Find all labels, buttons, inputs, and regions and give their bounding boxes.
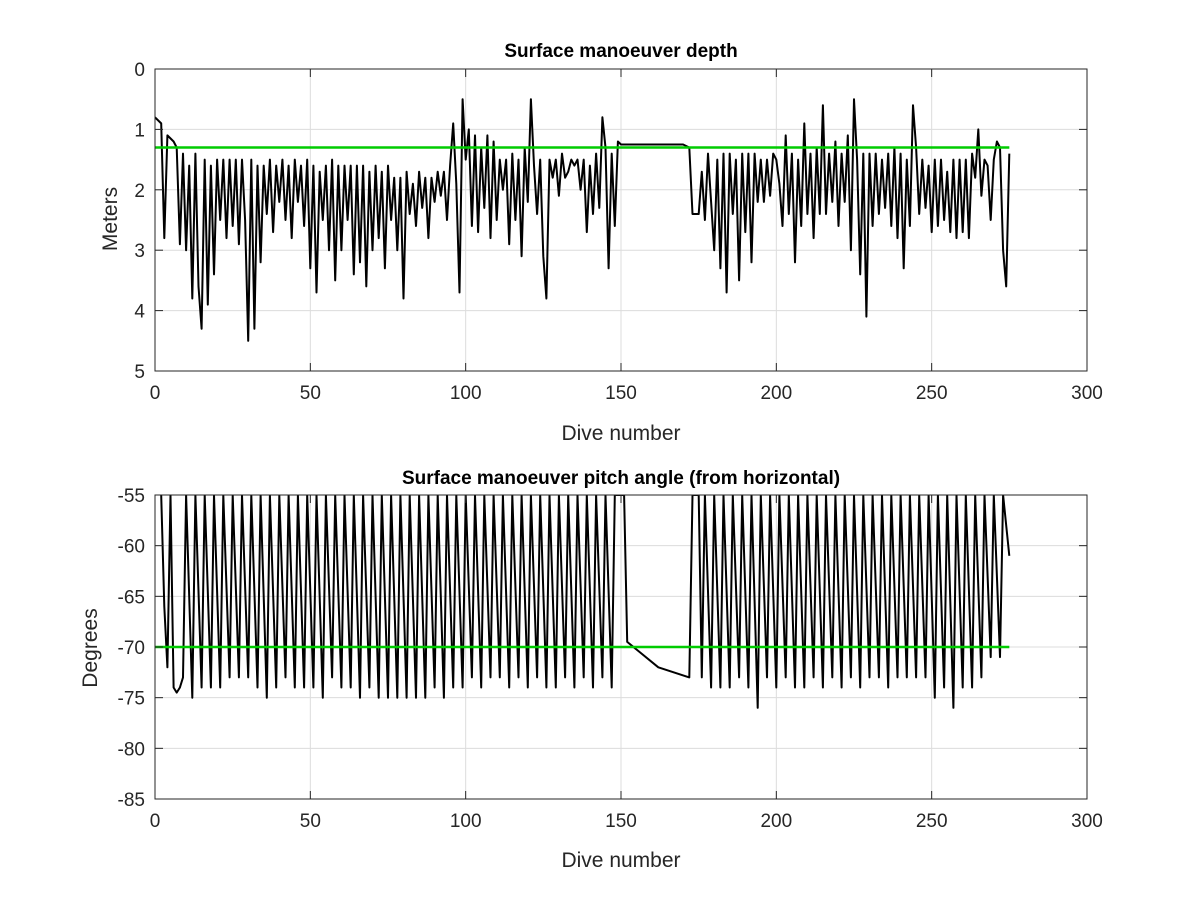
y-tick-label: -80 <box>118 739 145 760</box>
pitch-plot-ylabel: Degrees <box>79 608 102 687</box>
grid <box>154 68 1088 372</box>
x-tick-label: 100 <box>450 383 482 404</box>
x-tick-label: 300 <box>1071 811 1103 832</box>
x-tick-label: 50 <box>300 383 321 404</box>
data-series-line <box>160 495 1011 709</box>
y-tick-label: -75 <box>118 689 145 710</box>
pitch-plot: Surface manoeuver pitch angle (from hori… <box>79 468 1103 872</box>
y-tick-label: -60 <box>118 537 145 558</box>
x-tick-label: 0 <box>150 811 161 832</box>
y-tick-label: 0 <box>134 60 145 81</box>
y-tick-label: -70 <box>118 638 145 659</box>
depth-plot-ylabel: Meters <box>99 187 122 251</box>
x-tick-label: 50 <box>300 811 321 832</box>
x-tick-label: 200 <box>760 811 792 832</box>
x-tick-label: 300 <box>1071 383 1103 404</box>
x-tick-label: 100 <box>450 811 482 832</box>
y-tick-label: 2 <box>134 181 145 202</box>
y-tick-label: -65 <box>118 587 145 608</box>
x-tick-label: 0 <box>150 383 161 404</box>
depth-plot-title: Surface manoeuver depth <box>504 41 737 62</box>
y-tick-label: 1 <box>134 120 145 141</box>
pitch-plot-xlabel: Dive number <box>561 849 680 872</box>
x-tick-label: 250 <box>916 811 948 832</box>
depth-plot-xlabel: Dive number <box>561 422 680 445</box>
y-tick-label: -85 <box>118 790 145 811</box>
x-tick-label: 200 <box>760 383 792 404</box>
y-tick-label: 3 <box>134 241 145 262</box>
x-tick-label: 250 <box>916 383 948 404</box>
y-tick-label: 5 <box>134 362 145 383</box>
pitch-plot-title: Surface manoeuver pitch angle (from hori… <box>402 468 840 489</box>
x-tick-label: 150 <box>605 383 637 404</box>
y-tick-label: 4 <box>134 302 145 323</box>
y-tick-label: -55 <box>118 486 145 507</box>
data-series-line <box>155 98 1011 342</box>
x-tick-label: 150 <box>605 811 637 832</box>
depth-plot: Surface manoeuver depth Dive number Mete… <box>99 41 1103 445</box>
